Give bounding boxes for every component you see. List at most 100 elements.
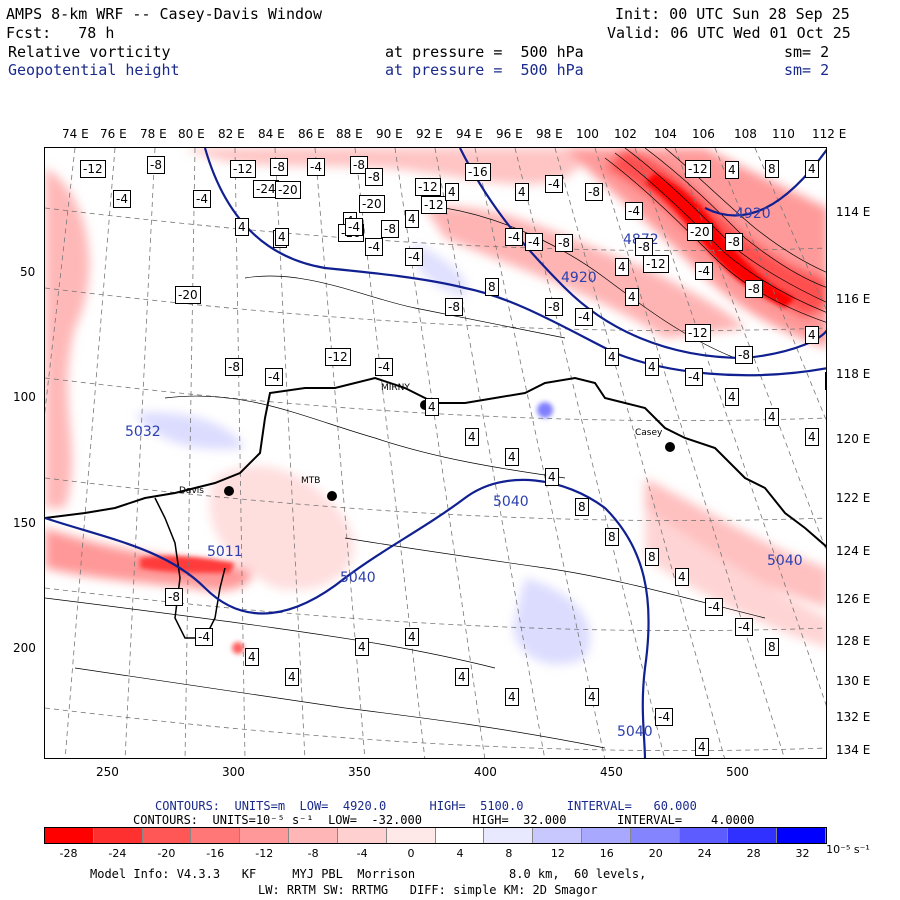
- vorticity-contour-label: -4: [265, 368, 283, 386]
- field1-name: Relative vorticity: [8, 43, 171, 61]
- bottom-tick-300: 300: [222, 765, 245, 779]
- vorticity-contour-label: 4: [405, 628, 419, 646]
- top-longitude-tick: 110: [772, 127, 795, 141]
- colorbar-cell: [93, 828, 143, 843]
- top-longitude-tick: 106: [692, 127, 715, 141]
- vorticity-contour-label: -20: [175, 286, 201, 304]
- colorbar-cell: [630, 828, 680, 843]
- vorticity-contour-label: 4: [615, 258, 629, 276]
- right-longitude-tick: 132 E: [836, 710, 871, 724]
- colorbar-label: 4: [456, 847, 464, 860]
- top-longitude-tick: 112 E: [812, 127, 847, 141]
- vorticity-contour-label: -8: [725, 233, 743, 251]
- vorticity-contour-label: 4: [465, 428, 479, 446]
- field1-level: at pressure = 500 hPa: [385, 43, 584, 61]
- right-longitude-tick: 120 E: [836, 432, 871, 446]
- vorticity-contour-label: -8: [350, 156, 368, 174]
- colorbar: [44, 827, 827, 844]
- vorticity-contour-label: -4: [525, 233, 543, 251]
- bottom-tick-350: 350: [348, 765, 371, 779]
- vorticity-contour-label: 4: [805, 428, 819, 446]
- colorbar-cell: [777, 828, 826, 843]
- colorbar-cell: [386, 828, 436, 843]
- vorticity-contour-label: -8: [585, 183, 603, 201]
- map-panel: 5032 4920 4872 4920 5040 5040 5011 5040 …: [44, 147, 827, 759]
- left-tick-50: 50: [20, 265, 36, 279]
- vorticity-contour-label: -8: [165, 588, 183, 606]
- top-longitude-tick: 80 E: [178, 127, 205, 141]
- top-longitude-tick: 92 E: [416, 127, 443, 141]
- title: AMPS 8-km WRF -- Casey-Davis Window: [6, 5, 323, 23]
- vorticity-contour-label: -4: [195, 628, 213, 646]
- vorticity-contour-label: 8: [485, 278, 499, 296]
- vorticity-contour-label: -4: [505, 228, 523, 246]
- physics-info: LW: RRTM SW: RRTMG DIFF: simple KM: 2D S…: [258, 883, 598, 897]
- colorbar-label: -24: [108, 847, 127, 860]
- left-tick-150: 150: [13, 516, 36, 530]
- vorticity-contour-label: 4: [805, 160, 819, 178]
- vorticity-contour-label: -4: [545, 175, 563, 193]
- station-label-mtb: MTB: [301, 476, 321, 486]
- vorticity-contour-label: -12: [685, 324, 711, 342]
- vorticity-contour-label: -12: [421, 196, 447, 214]
- vorticity-contour-label: 4: [725, 388, 739, 406]
- vorticity-contour-label: 4: [725, 161, 739, 179]
- vorticity-contour-label: -4: [625, 202, 643, 220]
- colorbar-cell: [484, 828, 534, 843]
- colorbar-label: 0: [407, 847, 415, 860]
- right-longitude-tick: 130 E: [836, 674, 871, 688]
- vorticity-contour-label: 8: [765, 638, 779, 656]
- top-longitude-tick: 96 E: [496, 127, 523, 141]
- right-longitude-tick: 118 E: [836, 367, 871, 381]
- vorticity-contour-label: -4: [365, 238, 383, 256]
- station-label-mirny: MIRNY: [381, 383, 410, 393]
- height-label: 5040: [617, 724, 653, 740]
- left-tick-100: 100: [13, 390, 36, 404]
- vorticity-contour-label: -4: [193, 190, 211, 208]
- vorticity-contour-label: 4: [585, 688, 599, 706]
- coastline-detail: [154, 497, 226, 639]
- vorticity-contour-label: -4: [307, 158, 325, 176]
- vorticity-contour-label: -4: [345, 218, 363, 236]
- colorbar-cell: [581, 828, 631, 843]
- vorticity-contour-label: 4: [505, 448, 519, 466]
- right-longitude-tick: 124 E: [836, 544, 871, 558]
- top-longitude-tick: 100: [576, 127, 599, 141]
- vorticity-contour-label: 4: [515, 183, 529, 201]
- vorticity-contour-label: 4: [675, 568, 689, 586]
- colorbar-label: -8: [307, 847, 319, 860]
- field1-smoothing: sm= 2: [784, 43, 830, 61]
- colorbar-label: 16: [599, 847, 614, 860]
- vorticity-contour-label: 8: [765, 160, 779, 178]
- field2-name: Geopotential height: [8, 61, 180, 79]
- vorticity-contour-label: -8: [635, 238, 653, 256]
- vorticity-contour-label: 4: [765, 408, 779, 426]
- colorbar-units: 10⁻⁵ s⁻¹: [826, 843, 870, 856]
- vorticity-contour-label: 4: [695, 738, 709, 756]
- colorbar-label: -28: [59, 847, 78, 860]
- colorbar-label: 28: [746, 847, 761, 860]
- vorticity-contour-label: -8: [270, 158, 288, 176]
- top-longitude-tick: 84 E: [258, 127, 285, 141]
- top-longitude-tick: 90 E: [376, 127, 403, 141]
- vorticity-contour-label: 8: [645, 548, 659, 566]
- vorticity-contour-label: -8: [381, 220, 399, 238]
- top-longitude-tick: 86 E: [298, 127, 325, 141]
- vorticity-contour-label: -4: [375, 358, 393, 376]
- height-label: 5040: [493, 494, 529, 510]
- vorticity-contour-info: CONTOURS: UNITS=10⁻⁵ s⁻¹ LOW= -32.000 HI…: [133, 813, 755, 827]
- vorticity-contour-label: -8: [445, 298, 463, 316]
- station-label-casey: Casey: [635, 428, 663, 438]
- vorticity-contour-label: 4: [235, 218, 249, 236]
- shading-cores: [140, 173, 795, 654]
- colorbar-cell: [728, 828, 778, 843]
- station-label-davis: Davis: [179, 486, 204, 496]
- height-label: 4920: [735, 206, 771, 222]
- colorbar-label: 24: [697, 847, 712, 860]
- vorticity-contour-label: -4: [575, 308, 593, 326]
- colorbar-cell: [45, 828, 94, 843]
- right-longitude-tick: 134 E: [836, 743, 871, 757]
- bottom-tick-400: 400: [474, 765, 497, 779]
- vorticity-contour-label: 4: [425, 398, 439, 416]
- top-longitude-tick: 88 E: [336, 127, 363, 141]
